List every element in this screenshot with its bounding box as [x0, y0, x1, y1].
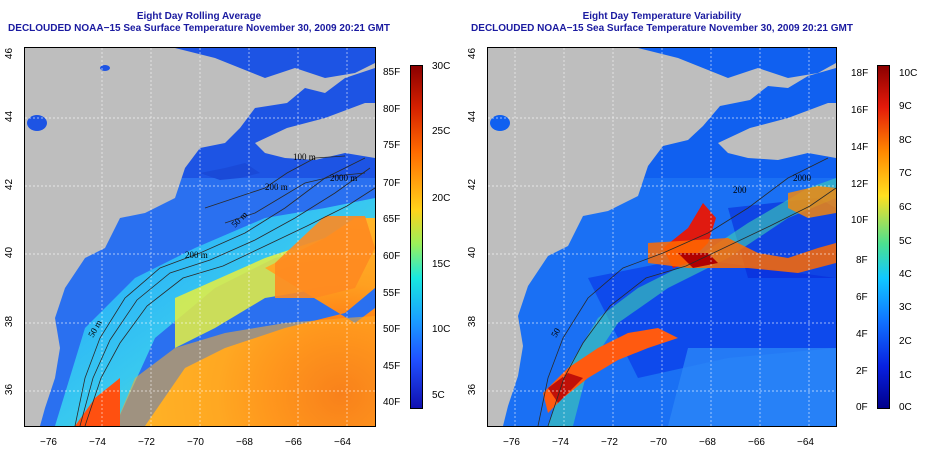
colorbar-fahrenheit-label: 75F	[383, 140, 401, 151]
svg-text:200: 200	[733, 185, 747, 195]
right-lat-label: 42	[467, 178, 479, 191]
left-lat-label: 44	[4, 110, 16, 123]
colorbar-celsius-label: 20C	[432, 193, 451, 204]
right-lon-label: −76	[503, 437, 520, 448]
left-lat-label: 46	[4, 47, 16, 60]
colorbar-fahrenheit-label: 55F	[383, 288, 401, 299]
colorbar-fahrenheit-label: 6F	[856, 292, 868, 303]
svg-text:100 m: 100 m	[293, 152, 316, 162]
right-lat-label: 36	[467, 383, 479, 396]
right-lon-label: −74	[552, 437, 569, 448]
left-lon-label: −74	[89, 437, 106, 448]
colorbar-celsius-label: 10C	[899, 68, 918, 79]
colorbar-celsius-label: 0C	[899, 402, 912, 413]
sst-average-map-graphic: 100 m 200 m 2000 m 200 m 50 m 50 m	[25, 48, 375, 426]
left-lon-label: −64	[334, 437, 351, 448]
colorbar-fahrenheit-label: 0F	[856, 402, 868, 413]
left-lat-label: 42	[4, 178, 16, 191]
colorbar-celsius-label: 3C	[899, 302, 912, 313]
colorbar-celsius-label: 5C	[899, 236, 912, 247]
variability-map: 2000 200 50	[487, 47, 837, 427]
colorbar-fahrenheit-label: 85F	[383, 67, 401, 78]
sst-colorbar	[410, 65, 423, 409]
right-lon-label: −64	[797, 437, 814, 448]
colorbar-fahrenheit-label: 14F	[851, 142, 869, 153]
left-lat-label: 38	[4, 315, 16, 328]
left-title-line1: Eight Day Rolling Average	[136, 11, 262, 22]
right-lon-label: −68	[699, 437, 716, 448]
colorbar-celsius-label: 7C	[899, 168, 912, 179]
left-lon-label: −76	[40, 437, 57, 448]
svg-text:2000: 2000	[793, 173, 812, 183]
right-lat-label: 44	[467, 110, 479, 123]
colorbar-celsius-label: 8C	[899, 135, 912, 146]
colorbar-fahrenheit-label: 80F	[383, 104, 401, 115]
left-lat-label: 40	[4, 246, 16, 259]
colorbar-fahrenheit-label: 50F	[383, 324, 401, 335]
right-title-line1: Eight Day Temperature Variability	[582, 11, 742, 22]
colorbar-celsius-label: 2C	[899, 336, 912, 347]
left-lat-label: 36	[4, 383, 16, 396]
right-lon-label: −70	[650, 437, 667, 448]
svg-text:200 m: 200 m	[265, 182, 288, 192]
right-lon-label: −66	[748, 437, 765, 448]
colorbar-fahrenheit-label: 70F	[383, 178, 401, 189]
variability-map-graphic: 2000 200 50	[488, 48, 836, 426]
colorbar-celsius-label: 5C	[432, 390, 445, 401]
colorbar-celsius-label: 25C	[432, 126, 451, 137]
left-title-line2: DECLOUDED NOAA−15 Sea Surface Temperatur…	[8, 23, 390, 34]
left-lon-label: −72	[138, 437, 155, 448]
colorbar-fahrenheit-label: 40F	[383, 397, 401, 408]
colorbar-celsius-label: 6C	[899, 202, 912, 213]
left-lon-label: −70	[187, 437, 204, 448]
colorbar-fahrenheit-label: 2F	[856, 366, 868, 377]
right-lat-label: 40	[467, 246, 479, 259]
variability-colorbar	[877, 65, 890, 409]
colorbar-fahrenheit-label: 65F	[383, 214, 401, 225]
colorbar-fahrenheit-label: 16F	[851, 105, 869, 116]
left-lon-label: −68	[236, 437, 253, 448]
colorbar-fahrenheit-label: 8F	[856, 255, 868, 266]
colorbar-celsius-label: 15C	[432, 259, 451, 270]
colorbar-celsius-label: 30C	[432, 61, 451, 72]
right-lat-label: 46	[467, 47, 479, 60]
colorbar-celsius-label: 1C	[899, 370, 912, 381]
svg-text:200 m: 200 m	[185, 250, 208, 260]
colorbar-fahrenheit-label: 18F	[851, 68, 869, 79]
left-lon-label: −66	[285, 437, 302, 448]
colorbar-celsius-label: 10C	[432, 324, 451, 335]
colorbar-fahrenheit-label: 10F	[851, 215, 869, 226]
colorbar-fahrenheit-label: 12F	[851, 179, 869, 190]
colorbar-fahrenheit-label: 45F	[383, 361, 401, 372]
right-lon-label: −72	[601, 437, 618, 448]
colorbar-fahrenheit-label: 4F	[856, 329, 868, 340]
svg-text:2000 m: 2000 m	[330, 173, 357, 183]
right-title-line2: DECLOUDED NOAA−15 Sea Surface Temperatur…	[471, 23, 853, 34]
colorbar-celsius-label: 9C	[899, 101, 912, 112]
colorbar-fahrenheit-label: 60F	[383, 251, 401, 262]
sst-average-map: 100 m 200 m 2000 m 200 m 50 m 50 m	[24, 47, 376, 427]
colorbar-celsius-label: 4C	[899, 269, 912, 280]
right-lat-label: 38	[467, 315, 479, 328]
